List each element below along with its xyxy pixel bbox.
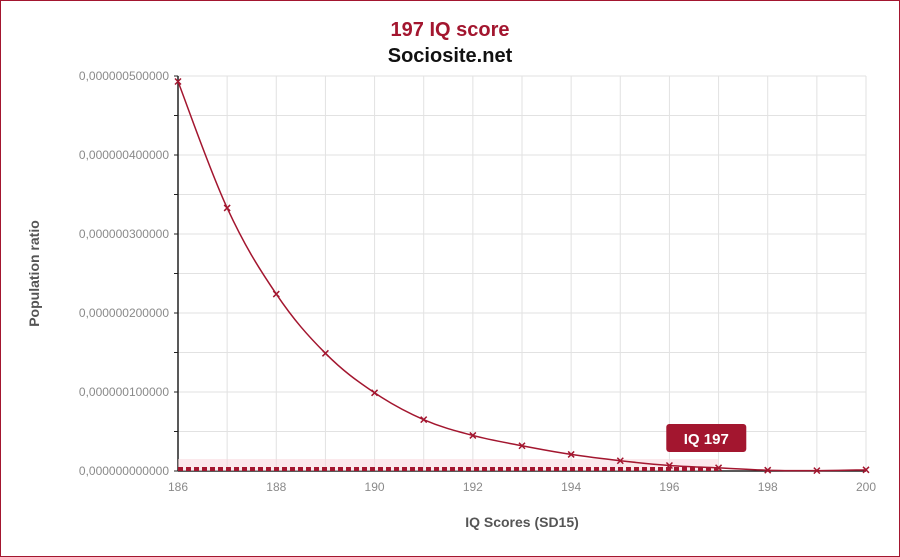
- y-tick-label: 0,000000300000: [79, 227, 169, 241]
- chart-title: 197 IQ score: [390, 19, 510, 41]
- data-point: [223, 204, 231, 212]
- x-tick-label: 192: [463, 480, 483, 494]
- y-tick-label: 0,000000500000: [79, 69, 169, 83]
- x-tick-label: 198: [758, 480, 778, 494]
- y-tick-label: 0,000000400000: [79, 148, 169, 162]
- data-point: [665, 461, 673, 470]
- callout-badge: [666, 424, 747, 452]
- data-point: [518, 442, 526, 450]
- data-point: [616, 457, 624, 465]
- y-tick-label: 0,000000100000: [79, 385, 169, 399]
- data-point: [174, 77, 182, 86]
- chart-subtitle: Sociosite.net: [387, 45, 513, 67]
- data-point: [420, 416, 428, 424]
- callout-label: IQ 197: [684, 431, 729, 448]
- x-tick-label: 190: [365, 480, 385, 494]
- data-point: [567, 450, 575, 458]
- data-point: [469, 431, 477, 439]
- x-tick-label: 200: [856, 480, 876, 494]
- x-axis-label: IQ Scores (SD15): [465, 514, 579, 530]
- data-point: [715, 464, 723, 472]
- y-tick-label: 0,000000200000: [79, 306, 169, 320]
- axes: 0,000000000000 0,000000100000 0,0000002000…: [79, 69, 876, 494]
- data-point: [862, 466, 870, 474]
- grid-lines: [177, 75, 867, 472]
- data-point: [764, 466, 772, 474]
- y-axis-label: Population ratio: [26, 220, 42, 327]
- data-point: [371, 389, 379, 397]
- x-tick-label: 186: [168, 480, 188, 494]
- highlight-glow: [178, 459, 719, 471]
- highlight-band: [178, 459, 719, 471]
- data-point: [272, 290, 280, 298]
- data-point: [321, 349, 329, 357]
- data-series: [174, 77, 870, 475]
- x-tick-label: 188: [266, 480, 286, 494]
- data-point: [813, 467, 821, 475]
- x-tick-label: 194: [561, 480, 581, 494]
- x-tick-label: 196: [659, 480, 679, 494]
- series-line: [177, 81, 867, 472]
- iq-callout: IQ 197: [666, 424, 747, 452]
- y-tick-label: 0,000000000000: [79, 464, 169, 478]
